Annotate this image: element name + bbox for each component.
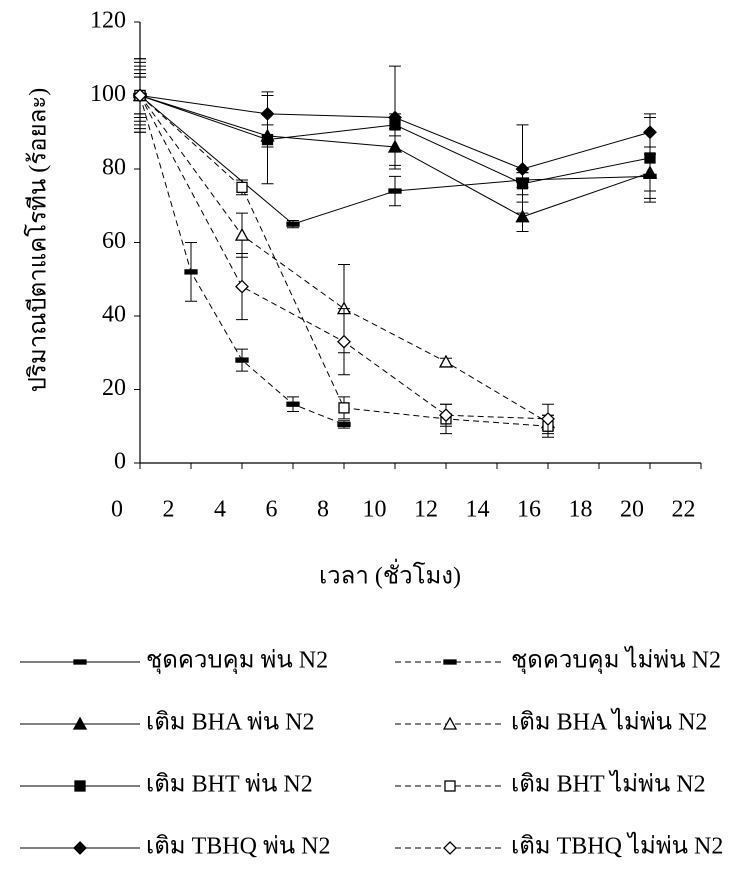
legend-marker — [444, 660, 456, 664]
x-tick-label: 10 — [363, 497, 387, 523]
y-tick-label: 60 — [102, 228, 126, 254]
legend-marker — [74, 660, 86, 664]
legend-marker — [75, 781, 85, 791]
y-tick-label: 80 — [102, 155, 126, 181]
x-tick-label: 16 — [517, 497, 541, 523]
x-tick-label: 8 — [317, 497, 329, 523]
y-tick-label: 0 — [114, 449, 126, 475]
data-point — [185, 270, 197, 274]
data-point — [645, 153, 655, 163]
data-point — [644, 126, 656, 138]
data-point — [339, 403, 349, 413]
legend-label: ชุดควบคุม พ่น N2 — [146, 648, 328, 675]
y-tick-label: 120 — [90, 8, 126, 34]
legend-label: ชุดควบคุม ไม่พ่น N2 — [511, 646, 721, 675]
x-tick-label: 20 — [620, 497, 644, 523]
y-tick-label: 20 — [102, 375, 126, 401]
data-point — [287, 222, 299, 226]
legend-marker — [74, 842, 86, 854]
legend-label: เติม TBHQ พ่น N2 — [146, 834, 331, 860]
data-point — [236, 358, 248, 362]
x-tick-label: 0 — [111, 497, 123, 523]
data-point — [338, 422, 350, 426]
data-point — [237, 182, 247, 192]
data-point — [517, 163, 529, 175]
data-point — [262, 108, 274, 120]
series-line — [140, 96, 548, 427]
x-tick-label: 18 — [569, 497, 593, 523]
legend-marker — [444, 842, 456, 854]
x-axis-title: เวลา (ชั่วโมง) — [319, 559, 461, 590]
data-point — [236, 229, 248, 240]
data-point — [236, 281, 248, 293]
x-tick-label: 2 — [163, 497, 175, 523]
x-tick-label: 22 — [672, 497, 696, 523]
legend-label: เติม BHT ไม่พ่น N2 — [511, 770, 706, 798]
legend-label: เติม BHT พ่น N2 — [146, 772, 313, 798]
data-point — [440, 356, 452, 367]
legend-marker — [445, 781, 455, 791]
x-tick-label: 12 — [414, 497, 438, 523]
legend-label: เติม TBHQ ไม่พ่น N2 — [511, 832, 723, 860]
chart: เวลา (ชั่วโมง) ปริมาณบีตาแคโรทีน (ร้อยละ… — [0, 0, 729, 893]
x-tick-label: 4 — [214, 497, 226, 523]
data-point — [389, 189, 401, 193]
y-axis-title: ปริมาณบีตาแคโรทีน (ร้อยละ) — [24, 88, 52, 392]
legend-label: เติม BHA ไม่พ่น N2 — [511, 708, 707, 736]
data-point — [338, 336, 350, 348]
y-tick-label: 100 — [90, 81, 126, 107]
legend-label: เติม BHA พ่น N2 — [146, 710, 315, 736]
data-point — [287, 402, 299, 406]
x-tick-label: 6 — [266, 497, 278, 523]
x-tick-label: 14 — [466, 497, 490, 523]
y-tick-label: 40 — [102, 302, 126, 328]
